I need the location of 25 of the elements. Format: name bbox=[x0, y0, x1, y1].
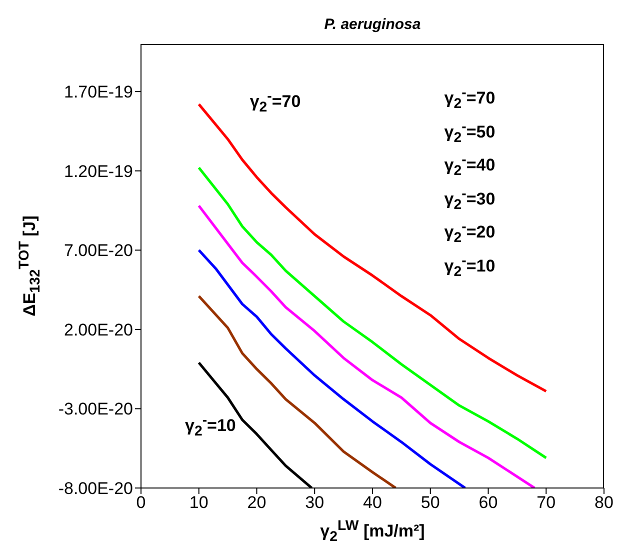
annotation: γ$_{2}$$^{-}$=30 bbox=[444, 186, 496, 213]
x-tick-label: 20 bbox=[247, 493, 266, 512]
annotation: γ$_{2}$$^{-}$=70 bbox=[250, 88, 301, 116]
annotation: γ$_{2}$$^{-}$=20 bbox=[444, 219, 496, 246]
y-tick-label: -3.00E-20 bbox=[58, 400, 133, 419]
x-tick-label: 0 bbox=[136, 493, 146, 512]
y-tick-label: 1.70E-19 bbox=[64, 82, 133, 102]
x-tick-label: 60 bbox=[478, 493, 498, 512]
x-tick-label: 30 bbox=[305, 493, 324, 512]
annotation: γ$_{2}$$^{-}$=40 bbox=[444, 152, 496, 180]
x-tick-label: 80 bbox=[594, 493, 614, 512]
annotation: γ$_{2}$$^{-}$=50 bbox=[444, 118, 496, 146]
x-tick-label: 70 bbox=[536, 493, 556, 512]
annotation: γ$_{2}$$^{-}$=70 bbox=[444, 85, 496, 112]
annotation: γ$_{2}$$^{-}$=10 bbox=[444, 252, 496, 280]
y-tick-label: 1.20E-19 bbox=[64, 162, 133, 181]
chart-title: P. aeruginosa bbox=[323, 16, 422, 33]
annotation: γ$_{2}$$^{-}$=10 bbox=[184, 412, 236, 440]
y-tick-label: 2.00E-20 bbox=[64, 320, 133, 340]
x-tick-label: 50 bbox=[420, 493, 440, 512]
x-tick-label: 40 bbox=[363, 493, 382, 512]
y-tick-label: 7.00E-20 bbox=[64, 241, 133, 260]
x-tick-label: 10 bbox=[189, 493, 208, 512]
y-tick-label: -8.00E-20 bbox=[58, 479, 133, 498]
x-axis-title: γ$_{2}$$^{LW}$ [mJ/m²] bbox=[319, 518, 426, 546]
